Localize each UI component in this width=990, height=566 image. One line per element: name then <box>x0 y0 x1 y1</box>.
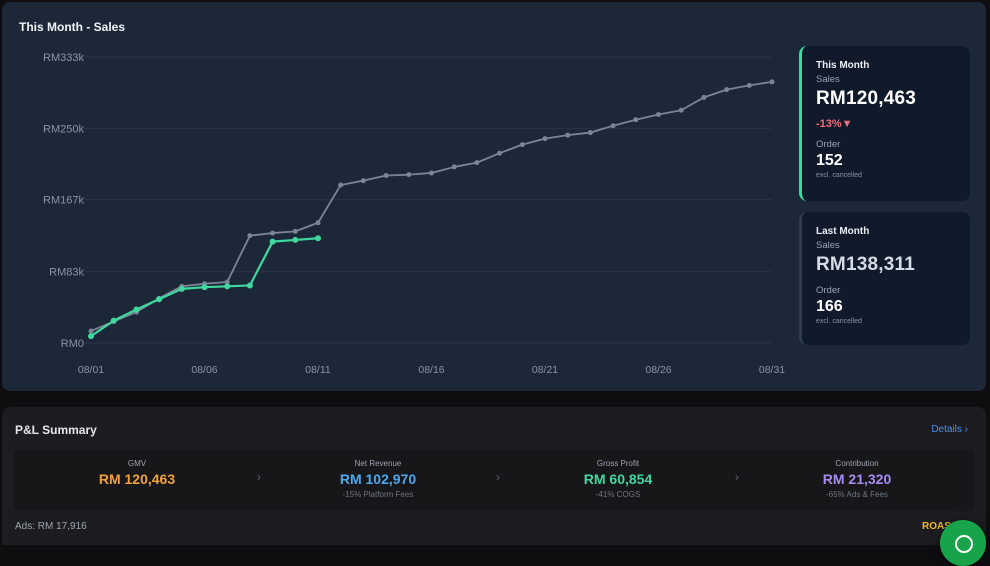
last_month-point <box>88 328 94 334</box>
this-month-sales-value: RM120,463 <box>816 88 917 109</box>
last_month-point <box>292 228 298 234</box>
sales-chart-title: This Month - Sales <box>19 20 126 34</box>
last-month-order-label: Order <box>816 285 841 296</box>
this_month-point <box>269 238 276 245</box>
last_month-point <box>656 112 661 118</box>
last_month-point <box>587 130 593 136</box>
last_month-point <box>406 172 412 178</box>
this_month-point <box>292 236 299 243</box>
last_month-point <box>270 230 276 236</box>
x-tick-label: 08/31 <box>759 364 785 376</box>
metric-gmv-label: GMV <box>127 459 147 468</box>
chevron-right-icon: › <box>735 470 739 484</box>
this_month-point <box>201 284 208 291</box>
pl-summary-card: P&L Summary Details › GMV RM 120,463 › N… <box>2 407 986 545</box>
roas-label: ROAS <box>922 521 951 532</box>
last-month-card: Last Month Sales RM138,311 Order 166 exc… <box>799 212 970 345</box>
x-tick-label: 08/01 <box>78 364 104 376</box>
y-tick-label: RM83k <box>49 267 84 279</box>
y-tick-label: RM0 <box>61 338 84 350</box>
sales-chart-card: This Month - Sales RM0 RM83k RM167k RM250k R… <box>2 2 986 391</box>
chevron-right-icon: › <box>496 470 500 484</box>
metric-net-revenue-sub: -15% Platform Fees <box>342 490 414 499</box>
last_month-point <box>678 107 684 113</box>
metric-gross-profit-value: RM 60,854 <box>583 471 653 487</box>
chevron-right-icon: › <box>257 470 261 484</box>
this-month-order-label: Order <box>816 139 841 150</box>
x-tick-label: 08/16 <box>418 364 444 376</box>
metric-net-revenue-value: RM 102,970 <box>339 471 417 487</box>
y-tick-label: RM167k <box>43 195 84 207</box>
this-month-note: excl. cancelled <box>816 172 862 179</box>
x-tick-label: 08/11 <box>305 364 331 376</box>
this_month-point <box>88 333 94 340</box>
last_month-point <box>224 279 230 285</box>
metric-gmv: GMV RM 120,463 <box>47 459 227 490</box>
this_month-point <box>315 235 321 242</box>
last_month-point <box>542 136 548 142</box>
metric-contribution-sub: -65% Ads & Fees <box>826 490 888 499</box>
last_month-point <box>360 178 366 184</box>
last-month-note: excl. cancelled <box>816 318 862 325</box>
metric-contribution: Contribution RM 21,320 -65% Ads & Fees <box>767 459 947 499</box>
x-tick-label: 08/06 <box>191 364 217 376</box>
metric-gmv-value: RM 120,463 <box>98 471 176 487</box>
this_month-point <box>156 296 163 303</box>
last_month-point <box>769 79 775 85</box>
pl-metrics-row: GMV RM 120,463 › Net Revenue RM 102,970 … <box>14 449 974 511</box>
pl-summary-title: P&L Summary <box>15 423 97 437</box>
last_month-point <box>633 117 639 123</box>
last_month-point <box>383 173 389 179</box>
details-link[interactable]: Details › <box>931 424 968 435</box>
this-month-change: -13%▼ <box>816 118 853 130</box>
last_month-point <box>497 150 503 156</box>
this_month-point <box>110 317 117 324</box>
this_month-point <box>246 282 253 289</box>
last_month-point <box>519 142 525 148</box>
x-tick-label: 08/21 <box>532 364 558 376</box>
this-month-sales-label: Sales <box>816 74 840 85</box>
metric-contribution-label: Contribution <box>835 459 879 468</box>
y-tick-label: RM250k <box>43 123 84 135</box>
metric-gross-profit-sub: -41% COGS <box>595 490 641 499</box>
metric-net-revenue: Net Revenue RM 102,970 -15% Platform Fee… <box>288 459 468 499</box>
last_month-point <box>474 160 480 166</box>
last-month-title: Last Month <box>816 226 870 237</box>
ads-spend: Ads: RM 17,916 <box>15 521 87 532</box>
last_month-point <box>429 170 434 176</box>
last_month-point <box>565 132 571 138</box>
this-month-order-value: 152 <box>816 152 843 169</box>
last_month-point <box>701 94 707 100</box>
last-month-order-value: 166 <box>816 298 843 315</box>
chat-icon <box>955 535 973 553</box>
last_month-point <box>724 87 730 93</box>
sales-line-chart: RM0 RM83k RM167k RM250k RM333k 08/01 08/06 08/1… <box>43 52 785 376</box>
this-month-card: This Month Sales RM120,463 -13%▼ Order 1… <box>799 46 970 201</box>
metric-gross-profit-label: Gross Profit <box>596 459 640 468</box>
this_month-point <box>133 306 140 313</box>
metric-gross-profit: Gross Profit RM 60,854 -41% COGS <box>528 459 708 499</box>
y-tick-label: RM333k <box>43 52 84 64</box>
this-month-title: This Month <box>816 60 870 71</box>
last_month-line <box>90 81 773 332</box>
chat-button[interactable] <box>940 520 986 566</box>
metric-net-revenue-label: Net Revenue <box>354 459 402 468</box>
last_month-point <box>247 233 253 239</box>
last_month-point <box>315 220 321 226</box>
x-tick-label: 08/26 <box>645 364 671 376</box>
last_month-point <box>338 182 344 188</box>
last_month-point <box>610 123 616 129</box>
last_month-point <box>746 82 752 88</box>
last-month-sales-label: Sales <box>816 240 840 251</box>
last_month-point <box>451 164 457 170</box>
metric-contribution-value: RM 21,320 <box>822 471 892 487</box>
this_month-point <box>178 285 185 292</box>
this_month-point <box>224 283 231 290</box>
last-month-sales-value: RM138,311 <box>816 254 915 275</box>
